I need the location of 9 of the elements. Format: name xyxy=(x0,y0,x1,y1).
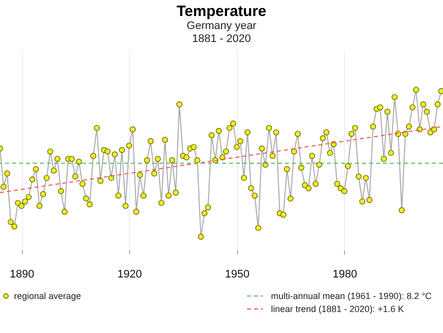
legend-label: linear trend (1881 - 2020): +1.6 K xyxy=(271,304,404,314)
x-tick-label: 1890 xyxy=(10,268,34,280)
x-tick-label: 1950 xyxy=(225,268,250,280)
x-tick-label: 1980 xyxy=(332,268,358,280)
chart-subtitle: Germany year 1881 - 2020 xyxy=(186,20,257,45)
chart-title: Temperature xyxy=(176,3,266,20)
text: multi-annual mean (1961 - 1990): 8.2 °C xyxy=(271,291,432,301)
x-tick-label: 1920 xyxy=(117,268,142,280)
legend-label: regional average xyxy=(14,291,82,301)
